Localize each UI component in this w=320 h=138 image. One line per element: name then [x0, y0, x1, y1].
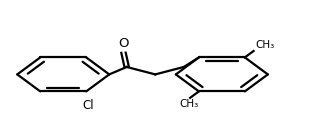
Text: Cl: Cl [82, 99, 94, 112]
Text: CH₃: CH₃ [179, 99, 198, 109]
Text: O: O [118, 37, 129, 50]
Text: CH₃: CH₃ [255, 40, 275, 50]
